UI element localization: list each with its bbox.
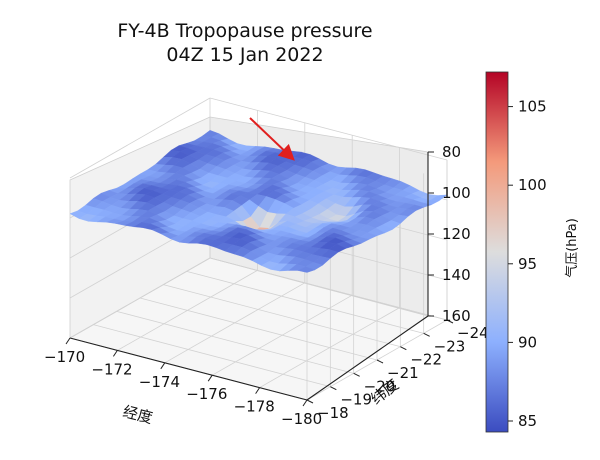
y-tick-label: −22 (410, 351, 442, 369)
x-tick-label: −172 (91, 360, 132, 378)
x-tick-mark (160, 362, 166, 370)
y-tick-mark (376, 359, 384, 364)
surface-cell (297, 266, 316, 273)
y-tick-mark (330, 386, 337, 391)
colorbar-tick-label: 85 (518, 412, 537, 430)
y-tick-label: −20 (364, 377, 396, 395)
x-tick-mark (207, 374, 213, 382)
chart-title-line2: 04Z 15 Jan 2022 (166, 44, 324, 66)
z-tick-label: 140 (442, 266, 471, 284)
colorbar-gradient (485, 71, 509, 433)
x-tick-label: −180 (281, 410, 322, 428)
colorbar-tick-label: 105 (518, 98, 547, 116)
y-tick-label: −18 (317, 404, 349, 422)
annotation-arrow (249, 117, 295, 161)
y-tick-label: −21 (387, 364, 419, 382)
z-axis-ticks: 80 100 120 140 160 (428, 143, 471, 325)
z-tick-label: 100 (442, 184, 471, 202)
pressure-surface (69, 130, 448, 273)
x-axis-label: 经度 (121, 402, 154, 427)
y-tick-label: −23 (434, 337, 466, 355)
y-axis-ticks: −18−19−20−21−22−23−24 (306, 319, 489, 422)
y-tick-mark (423, 332, 430, 337)
y-tick-mark (306, 399, 314, 404)
y-tick-mark (353, 372, 360, 377)
y-tick-mark (446, 319, 454, 324)
z-tick-label: 120 (442, 225, 471, 243)
y-tick-label: −19 (340, 391, 372, 409)
x-axis-ticks: −170 −172 −174 −176 −178 −180 (44, 337, 322, 428)
x-tick-label: −174 (139, 373, 180, 391)
x-tick-label: −178 (234, 398, 275, 416)
colorbar-label: 气压(hPa) (564, 218, 580, 278)
colorbar: 85 90 95 100 105 气压(hPa) (485, 71, 580, 433)
x-tick-mark (255, 387, 261, 394)
colorbar-tick-label: 90 (518, 333, 537, 351)
y-tick-label: −24 (457, 324, 489, 342)
z-tick-label: 80 (442, 143, 461, 161)
z-tick-label: 160 (442, 307, 471, 325)
x-tick-mark (65, 337, 71, 345)
chart-title-line1: FY-4B Tropopause pressure (117, 20, 373, 42)
colorbar-tick-label: 100 (518, 176, 547, 194)
x-tick-label: −176 (186, 385, 227, 403)
x-tick-label: −170 (44, 348, 85, 366)
colorbar-tick-label: 95 (518, 255, 537, 273)
x-tick-mark (302, 399, 308, 407)
x-tick-mark (112, 350, 118, 357)
colorbar-ticks: 85 90 95 100 105 (508, 98, 547, 430)
y-tick-mark (400, 346, 407, 351)
